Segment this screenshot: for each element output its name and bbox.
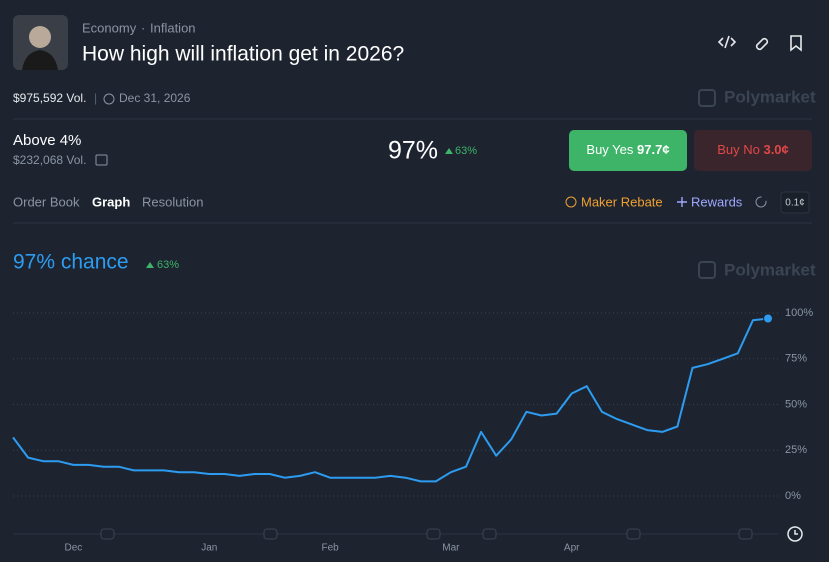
end-date: Dec 31, 2026 xyxy=(119,91,191,105)
buy-yes-label: Buy Yes xyxy=(586,142,633,157)
time-range-button[interactable] xyxy=(787,526,803,542)
x-tick-label: Feb xyxy=(321,543,339,554)
probability-change: 63% xyxy=(455,145,477,157)
buy-no-text: Buy No 3.0¢ xyxy=(717,142,789,157)
event-marker[interactable] xyxy=(626,528,641,540)
bookmark-icon[interactable] xyxy=(790,35,802,52)
x-tick-label: Mar xyxy=(442,543,460,554)
buy-yes-button[interactable] xyxy=(569,130,687,171)
link-icon[interactable] xyxy=(755,37,769,51)
outcome-name: Above 4% xyxy=(13,132,81,149)
y-tick-label: 50% xyxy=(785,398,807,410)
refresh-icon[interactable] xyxy=(755,196,767,208)
brand-logo xyxy=(698,89,716,107)
up-arrow xyxy=(146,262,154,268)
buy-yes-price: 97.7¢ xyxy=(637,142,670,157)
tab-active[interactable]: Graph xyxy=(92,194,130,209)
buy-yes-text: Buy Yes 97.7¢ xyxy=(586,142,669,157)
gift-icon xyxy=(95,154,108,166)
event-marker[interactable] xyxy=(738,528,753,540)
rewards[interactable]: Rewards xyxy=(691,194,743,209)
watermark: Polymarket xyxy=(724,260,816,279)
plus-icon xyxy=(677,197,687,207)
tab[interactable]: Order Book xyxy=(13,194,80,209)
up-arrow xyxy=(445,148,453,154)
event-marker[interactable] xyxy=(263,528,278,540)
probability: 97% xyxy=(388,137,438,165)
market-title: How high will inflation get in 2026? xyxy=(82,43,404,66)
y-tick-label: 100% xyxy=(785,307,813,319)
clock-hands xyxy=(794,530,798,535)
avatar-body xyxy=(22,50,58,70)
tick-size: 0.1¢ xyxy=(785,198,804,209)
event-marker[interactable] xyxy=(100,528,115,540)
total-volume: $975,592 Vol. xyxy=(13,91,86,105)
chart-change: 63% xyxy=(157,259,179,271)
rebate-icon xyxy=(565,196,577,208)
x-tick-label: Jan xyxy=(201,543,217,554)
chart-title: 97% chance xyxy=(13,251,129,274)
buy-no-price: 3.0¢ xyxy=(763,142,788,157)
x-tick-label: Dec xyxy=(65,543,83,554)
brand: Polymarket xyxy=(724,87,816,106)
event-marker[interactable] xyxy=(482,528,497,540)
current-point xyxy=(763,313,773,324)
y-tick-label: 0% xyxy=(785,490,801,502)
y-tick-label: 75% xyxy=(785,353,807,365)
buy-no-label: Buy No xyxy=(717,142,760,157)
breadcrumb[interactable]: Economy xyxy=(82,20,137,35)
buy-no-button[interactable] xyxy=(694,130,812,171)
clock-icon xyxy=(103,93,115,105)
avatar-face xyxy=(29,26,51,48)
event-marker[interactable] xyxy=(426,528,441,540)
separator: | xyxy=(94,91,97,105)
outcome-volume: $232,068 Vol. xyxy=(13,153,86,167)
tick-box[interactable] xyxy=(780,191,810,214)
x-tick-label: Apr xyxy=(564,543,580,554)
watermark-logo xyxy=(698,261,716,279)
tab[interactable]: Resolution xyxy=(142,194,203,209)
event-markers xyxy=(100,528,753,540)
maker-rebate[interactable]: Maker Rebate xyxy=(581,194,663,209)
embed-icon[interactable] xyxy=(717,35,737,49)
y-tick-label: 25% xyxy=(785,444,807,456)
breadcrumb[interactable]: Inflation xyxy=(150,20,196,35)
price-line xyxy=(12,317,769,483)
separator: · xyxy=(141,20,145,35)
